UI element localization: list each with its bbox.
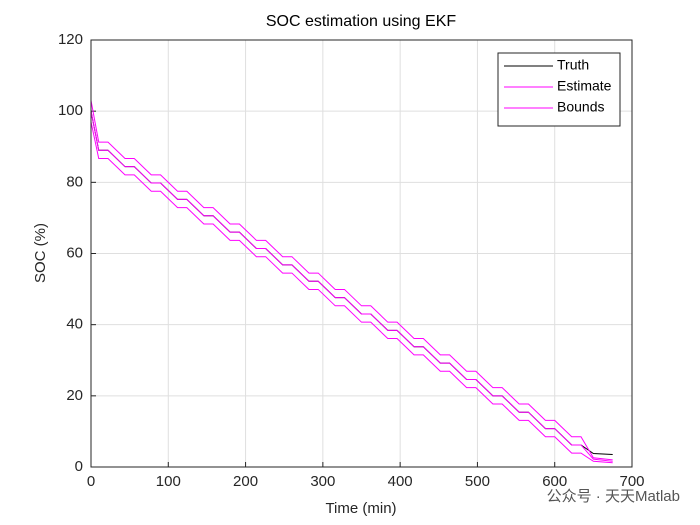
series-line (90, 100, 613, 461)
legend-label: Bounds (557, 99, 604, 115)
y-tick-label: 20 (66, 387, 83, 404)
x-tick-label: 200 (233, 473, 258, 490)
x-axis-label: Time (min) (325, 500, 396, 517)
legend-label: Estimate (557, 78, 612, 94)
y-tick-label: 100 (58, 102, 83, 119)
series-line (90, 111, 613, 462)
y-tick-label: 40 (66, 316, 83, 333)
y-tick-label: 60 (66, 244, 83, 261)
y-tick-label: 80 (66, 173, 83, 190)
x-tick-label: 700 (619, 473, 644, 490)
x-tick-label: 100 (156, 473, 181, 490)
watermark: 公众号 · 天天Matlab (547, 488, 680, 505)
x-tick-label: 0 (87, 473, 95, 490)
y-tick-label: 120 (58, 31, 83, 48)
x-tick-label: 300 (310, 473, 335, 490)
x-tick-label: 400 (388, 473, 413, 490)
plot-frame (90, 39, 633, 468)
y-axis-label: SOC (%) (32, 223, 49, 283)
x-tick-label: 600 (542, 473, 567, 490)
legend-box (497, 52, 621, 127)
y-tick-label: 0 (75, 458, 83, 475)
chart-title: SOC estimation using EKF (266, 13, 457, 30)
series-line (90, 121, 613, 464)
x-tick-label: 500 (465, 473, 490, 490)
legend-label: Truth (557, 57, 589, 73)
